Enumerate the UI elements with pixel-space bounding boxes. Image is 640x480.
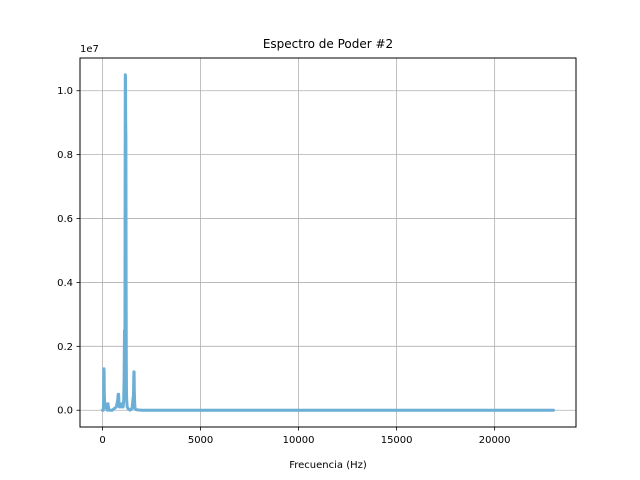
y-tick-label: 0.8: [57, 150, 73, 161]
tick-layer: 0 5000 10000 15000 20000 0.0 0.2 0.4 0.6 0.8 1.0: [57, 86, 510, 446]
x-axis-label: Frecuencia (Hz): [289, 460, 367, 471]
x-tick-label: 15000: [381, 435, 413, 446]
x-tick-label: 20000: [479, 435, 511, 446]
plot-area: [80, 58, 576, 427]
plot-frame: [79, 57, 577, 428]
x-tick-label: 5000: [188, 435, 213, 446]
y-tick-label: 0.4: [57, 278, 73, 289]
y-tick-label: 1.0: [57, 86, 73, 97]
x-tick-label: 10000: [283, 435, 315, 446]
chart-title: Espectro de Poder #2: [263, 37, 393, 51]
x-tick-label: 0: [99, 435, 105, 446]
grid-layer: [80, 58, 576, 427]
y-tick-label: 0.0: [57, 406, 73, 417]
series-layer: [101, 73, 555, 412]
y-offset-label: 1e7: [80, 44, 99, 55]
series-line: [101, 73, 555, 412]
y-tick-label: 0.2: [57, 342, 73, 353]
y-tick-label: 0.6: [57, 214, 73, 225]
